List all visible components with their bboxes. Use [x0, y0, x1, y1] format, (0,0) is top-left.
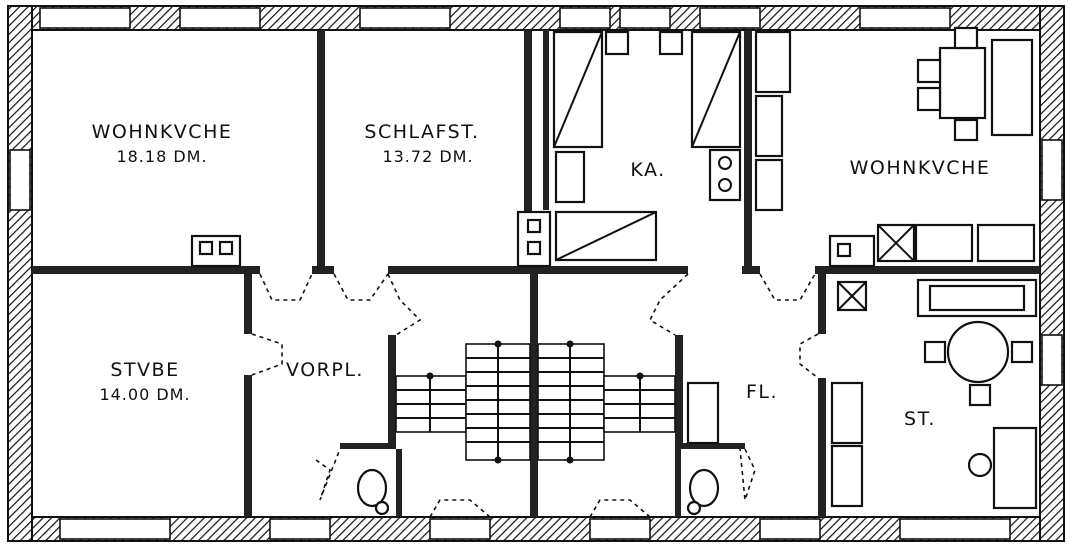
area-label-schlafstube: 13.72 DM.	[382, 147, 473, 166]
room-label-wohnkueche-left: WOHNKVCHE	[92, 121, 233, 143]
stube-right-furniture	[830, 278, 1038, 510]
room-label-schlafstube: SCHLAFST.	[364, 121, 479, 143]
chamber-furniture	[552, 30, 742, 262]
room-labels: WOHNKVCHE 18.18 DM. SCHLAFST. 13.72 DM. …	[92, 121, 991, 430]
chimneys	[190, 210, 876, 268]
area-label-stube-left: 14.00 DM.	[99, 385, 190, 404]
toilets	[356, 381, 720, 516]
kitchen-right-furniture	[754, 26, 1036, 263]
windows	[9, 7, 1063, 540]
room-label-flur: FL.	[746, 381, 778, 403]
room-label-wohnkueche-right: WOHNKVCHE	[850, 157, 991, 179]
door-swings	[251, 273, 819, 518]
stairs	[395, 340, 676, 464]
room-label-vorplatz: VORPL.	[286, 359, 364, 381]
room-label-stube-right: ST.	[904, 408, 936, 430]
interior-walls	[32, 30, 1040, 517]
area-label-wohnkueche-left: 18.18 DM.	[116, 147, 207, 166]
room-label-kammer: KA.	[630, 159, 665, 181]
room-label-stube-left: STVBE	[110, 359, 179, 381]
